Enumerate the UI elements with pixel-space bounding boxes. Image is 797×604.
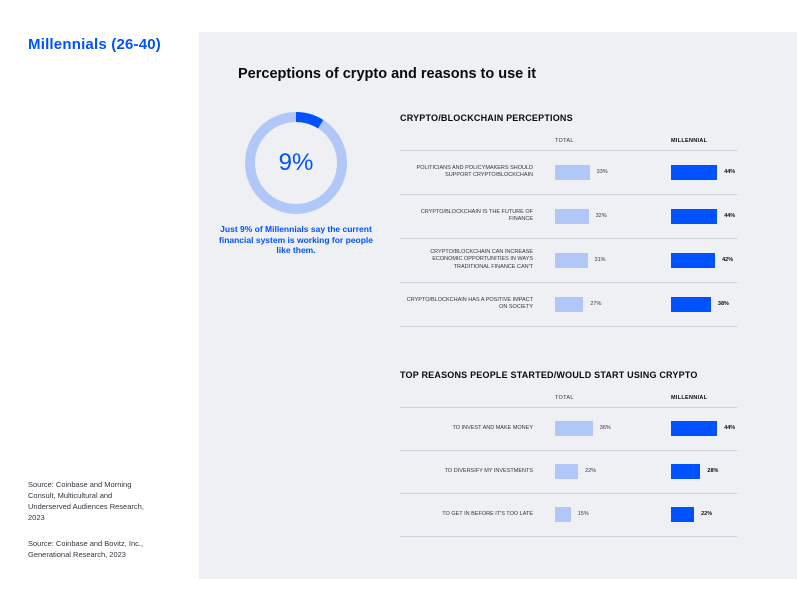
category-label: TO INVEST AND MAKE MONEY bbox=[400, 417, 533, 441]
chart-2-col-total: TOTAL bbox=[555, 395, 574, 401]
chart-1-col-millennial: MILLENNIAL bbox=[671, 138, 708, 144]
millennial-bar bbox=[671, 421, 718, 436]
chart-1-col-total: TOTAL bbox=[555, 138, 574, 144]
millennial-value-label: 28% bbox=[707, 468, 719, 474]
category-label-text: TO GET IN BEFORE IT'S TOO LATE bbox=[442, 510, 533, 517]
chart-1-title: CRYPTO/BLOCKCHAIN PERCEPTIONS bbox=[400, 113, 573, 123]
total-value-label: 15% bbox=[577, 511, 589, 517]
row-divider bbox=[400, 536, 737, 537]
row-divider bbox=[400, 238, 737, 239]
category-label-text: TO DIVERSIFY MY INVESTMENTS bbox=[444, 467, 533, 474]
millennial-bar bbox=[671, 507, 695, 522]
category-label-text: CRYPTO/BLOCKCHAIN HAS A POSITIVE IMPACT … bbox=[406, 296, 533, 311]
total-bar bbox=[555, 296, 584, 312]
category-label: CRYPTO/BLOCKCHAIN HAS A POSITIVE IMPACT … bbox=[400, 292, 533, 316]
panel-title: Perceptions of crypto and reasons to use… bbox=[238, 66, 537, 82]
total-value-label: 22% bbox=[585, 468, 597, 474]
content-panel: Perceptions of crypto and reasons to use… bbox=[199, 32, 797, 579]
row-divider bbox=[400, 326, 737, 327]
total-value-label: 27% bbox=[590, 300, 602, 307]
chart-2-col-millennial: MILLENNIAL bbox=[671, 395, 708, 401]
total-value-label: 36% bbox=[599, 425, 611, 431]
millennial-value-label: 42% bbox=[722, 256, 734, 263]
category-label-text: POLITICIANS AND POLICYMAKERS SHOULD SUPP… bbox=[416, 164, 533, 179]
chart-2-header-rule bbox=[400, 407, 737, 408]
donut-svg bbox=[245, 112, 347, 214]
category-label: CRYPTO/BLOCKCHAIN IS THE FUTURE OF FINAN… bbox=[400, 204, 533, 228]
category-label: CRYPTO/BLOCKCHAIN CAN INCREASE ECONOMIC … bbox=[400, 248, 533, 272]
total-bar bbox=[555, 421, 593, 436]
category-label: POLITICIANS AND POLICYMAKERS SHOULD SUPP… bbox=[400, 160, 533, 184]
total-bar bbox=[555, 507, 571, 522]
donut-caption: Just 9% of Millennials say the current f… bbox=[219, 224, 373, 255]
category-label-text: TO INVEST AND MAKE MONEY bbox=[452, 424, 533, 431]
category-label-text: CRYPTO/BLOCKCHAIN IS THE FUTURE OF FINAN… bbox=[420, 208, 533, 223]
total-value-label: 31% bbox=[594, 256, 606, 263]
row-divider bbox=[400, 450, 737, 451]
millennial-value-label: 44% bbox=[724, 168, 736, 175]
donut-value-label: 9% bbox=[278, 149, 314, 176]
page-heading: Millennials (26-40) bbox=[28, 36, 162, 53]
millennial-bar bbox=[671, 296, 711, 312]
category-label-text: CRYPTO/BLOCKCHAIN CAN INCREASE ECONOMIC … bbox=[430, 248, 533, 270]
millennial-value-label: 44% bbox=[724, 425, 736, 431]
total-value-label: 33% bbox=[596, 168, 608, 175]
millennial-bar bbox=[671, 252, 716, 268]
source-note-2: Source: Coinbase and Bovitz, Inc., Gener… bbox=[28, 539, 144, 559]
row-divider bbox=[400, 194, 737, 195]
category-label: TO GET IN BEFORE IT'S TOO LATE bbox=[400, 503, 533, 527]
source-note-1: Source: Coinbase and Morning Consult, Mu… bbox=[28, 480, 144, 522]
chart-1-header-rule bbox=[400, 150, 737, 151]
row-divider bbox=[400, 493, 737, 494]
millennial-value-label: 22% bbox=[701, 511, 713, 517]
millennial-bar bbox=[671, 208, 718, 224]
millennial-value-label: 38% bbox=[717, 300, 729, 307]
total-bar bbox=[555, 252, 588, 268]
total-bar bbox=[555, 208, 589, 224]
row-divider bbox=[400, 282, 737, 283]
millennial-bar bbox=[671, 464, 701, 479]
total-bar bbox=[555, 464, 579, 479]
millennial-value-label: 44% bbox=[724, 212, 736, 219]
chart-2-title: TOP REASONS PEOPLE STARTED/WOULD START U… bbox=[400, 370, 698, 380]
donut-fill bbox=[245, 112, 347, 214]
donut-chart: 9% bbox=[243, 110, 349, 216]
total-value-label: 32% bbox=[595, 212, 607, 219]
category-label: TO DIVERSIFY MY INVESTMENTS bbox=[400, 460, 533, 484]
total-bar bbox=[555, 164, 590, 180]
millennial-bar bbox=[671, 164, 718, 180]
